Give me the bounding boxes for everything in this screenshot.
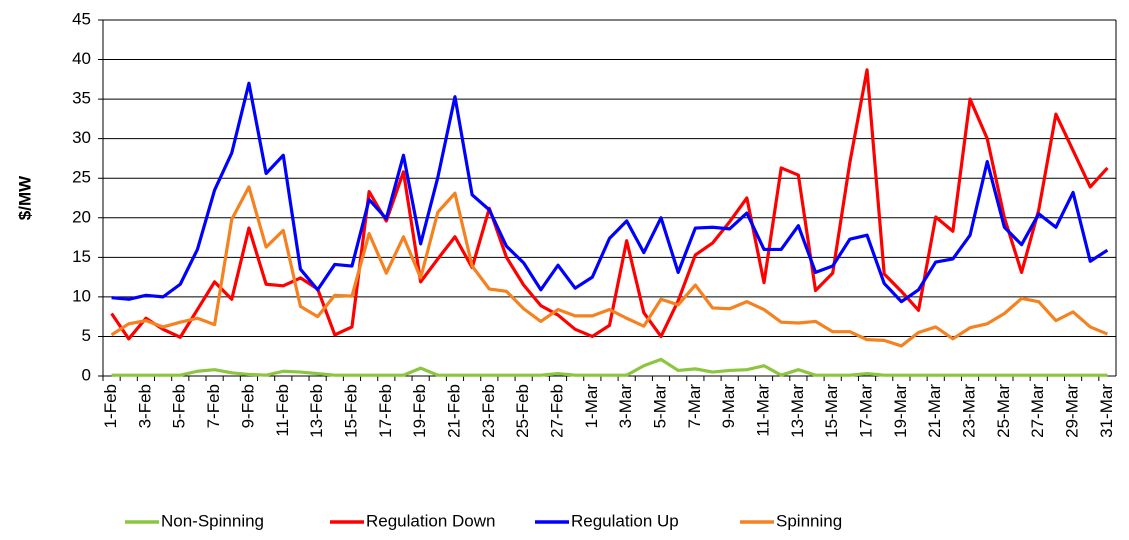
legend-label: Spinning: [776, 511, 842, 530]
x-tick-label: 1-Feb: [101, 384, 120, 428]
series-line: [111, 81, 1109, 304]
x-tick-label: 3-Feb: [135, 384, 154, 428]
x-tick-label: 21-Feb: [444, 384, 463, 438]
y-tick-label: 30: [72, 128, 91, 147]
x-tick-label: 17-Feb: [376, 384, 395, 438]
legend-label: Regulation Up: [571, 511, 679, 530]
y-tick-label: 35: [72, 89, 91, 108]
x-tick-label: 7-Feb: [204, 384, 223, 428]
x-tick-label: 23-Feb: [479, 384, 498, 438]
x-tick-label: 29-Mar: [1063, 384, 1082, 438]
y-tick-label: 20: [72, 207, 91, 226]
y-tick-label: 45: [72, 9, 91, 28]
y-tick-label: 25: [72, 168, 91, 187]
x-tick-label: 5-Mar: [650, 384, 669, 429]
legend-label: Non-Spinning: [161, 511, 264, 530]
x-tick-label: 1-Mar: [582, 384, 601, 429]
x-tick-label: 19-Feb: [410, 384, 429, 438]
series-line: [110, 68, 1109, 341]
x-tick-label: 11-Feb: [273, 384, 292, 437]
y-tick-label: 0: [82, 365, 91, 384]
series-line: [110, 185, 1109, 348]
x-tick-label: 9-Mar: [719, 384, 738, 429]
x-tick-label: 17-Mar: [857, 384, 876, 438]
series-line: [111, 357, 1108, 377]
x-tick-label: 23-Mar: [960, 384, 979, 438]
x-tick-label: 13-Mar: [788, 384, 807, 438]
y-tick-label: 10: [72, 286, 91, 305]
legend-label: Regulation Down: [366, 511, 495, 530]
x-tick-label: 19-Mar: [891, 384, 910, 438]
x-tick-label: 9-Feb: [238, 384, 257, 428]
y-tick-label: 15: [72, 247, 91, 266]
x-tick-label: 15-Feb: [341, 384, 360, 438]
y-tick-label: 40: [72, 49, 91, 68]
y-axis-label: $/MW: [15, 175, 34, 220]
y-tick-label: 5: [82, 326, 91, 345]
x-tick-label: 5-Feb: [170, 384, 189, 428]
x-tick-label: 21-Mar: [925, 384, 944, 438]
x-tick-label: 13-Feb: [307, 384, 326, 438]
x-tick-label: 15-Mar: [822, 384, 841, 438]
x-tick-label: 7-Mar: [685, 384, 704, 429]
x-tick-label: 25-Feb: [513, 384, 532, 438]
x-tick-label: 25-Mar: [994, 384, 1013, 438]
x-tick-label: 27-Feb: [547, 384, 566, 438]
x-tick-label: 11-Mar: [754, 384, 773, 437]
x-tick-label: 3-Mar: [616, 384, 635, 429]
x-tick-label: 27-Mar: [1028, 384, 1047, 438]
x-tick-label: 31-Mar: [1097, 384, 1116, 438]
